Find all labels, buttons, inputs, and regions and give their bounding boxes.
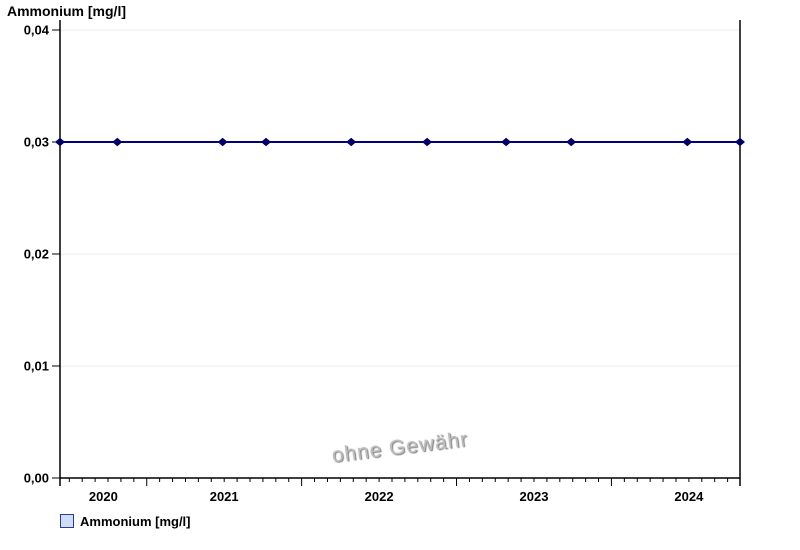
data-point-marker bbox=[346, 137, 357, 147]
legend-label: Ammonium [mg/l] bbox=[80, 513, 191, 529]
chart-title: Ammonium [mg/l] bbox=[7, 3, 126, 19]
x-tick-label: 2023 bbox=[520, 489, 549, 504]
legend-swatch-icon bbox=[60, 514, 74, 528]
y-tick-label: 0,02 bbox=[24, 247, 49, 262]
data-point-marker bbox=[735, 137, 745, 147]
y-tick-label: 0,01 bbox=[24, 359, 49, 374]
y-tick-label: 0,03 bbox=[24, 135, 49, 150]
x-tick-label: 2024 bbox=[674, 489, 704, 504]
x-tick-label: 2020 bbox=[89, 489, 118, 504]
data-point-marker bbox=[422, 137, 433, 147]
data-point-marker bbox=[217, 137, 228, 147]
legend: Ammonium [mg/l] bbox=[60, 512, 191, 530]
data-point-marker bbox=[55, 137, 65, 147]
y-tick-label: 0,04 bbox=[24, 23, 50, 38]
data-point-marker bbox=[501, 137, 512, 147]
y-tick-label: 0,00 bbox=[24, 471, 49, 486]
x-tick-label: 2022 bbox=[365, 489, 394, 504]
x-tick-label: 2021 bbox=[210, 489, 239, 504]
data-point-marker bbox=[682, 137, 693, 147]
data-point-marker bbox=[261, 137, 272, 147]
data-point-marker bbox=[112, 137, 123, 147]
data-point-marker bbox=[566, 137, 577, 147]
